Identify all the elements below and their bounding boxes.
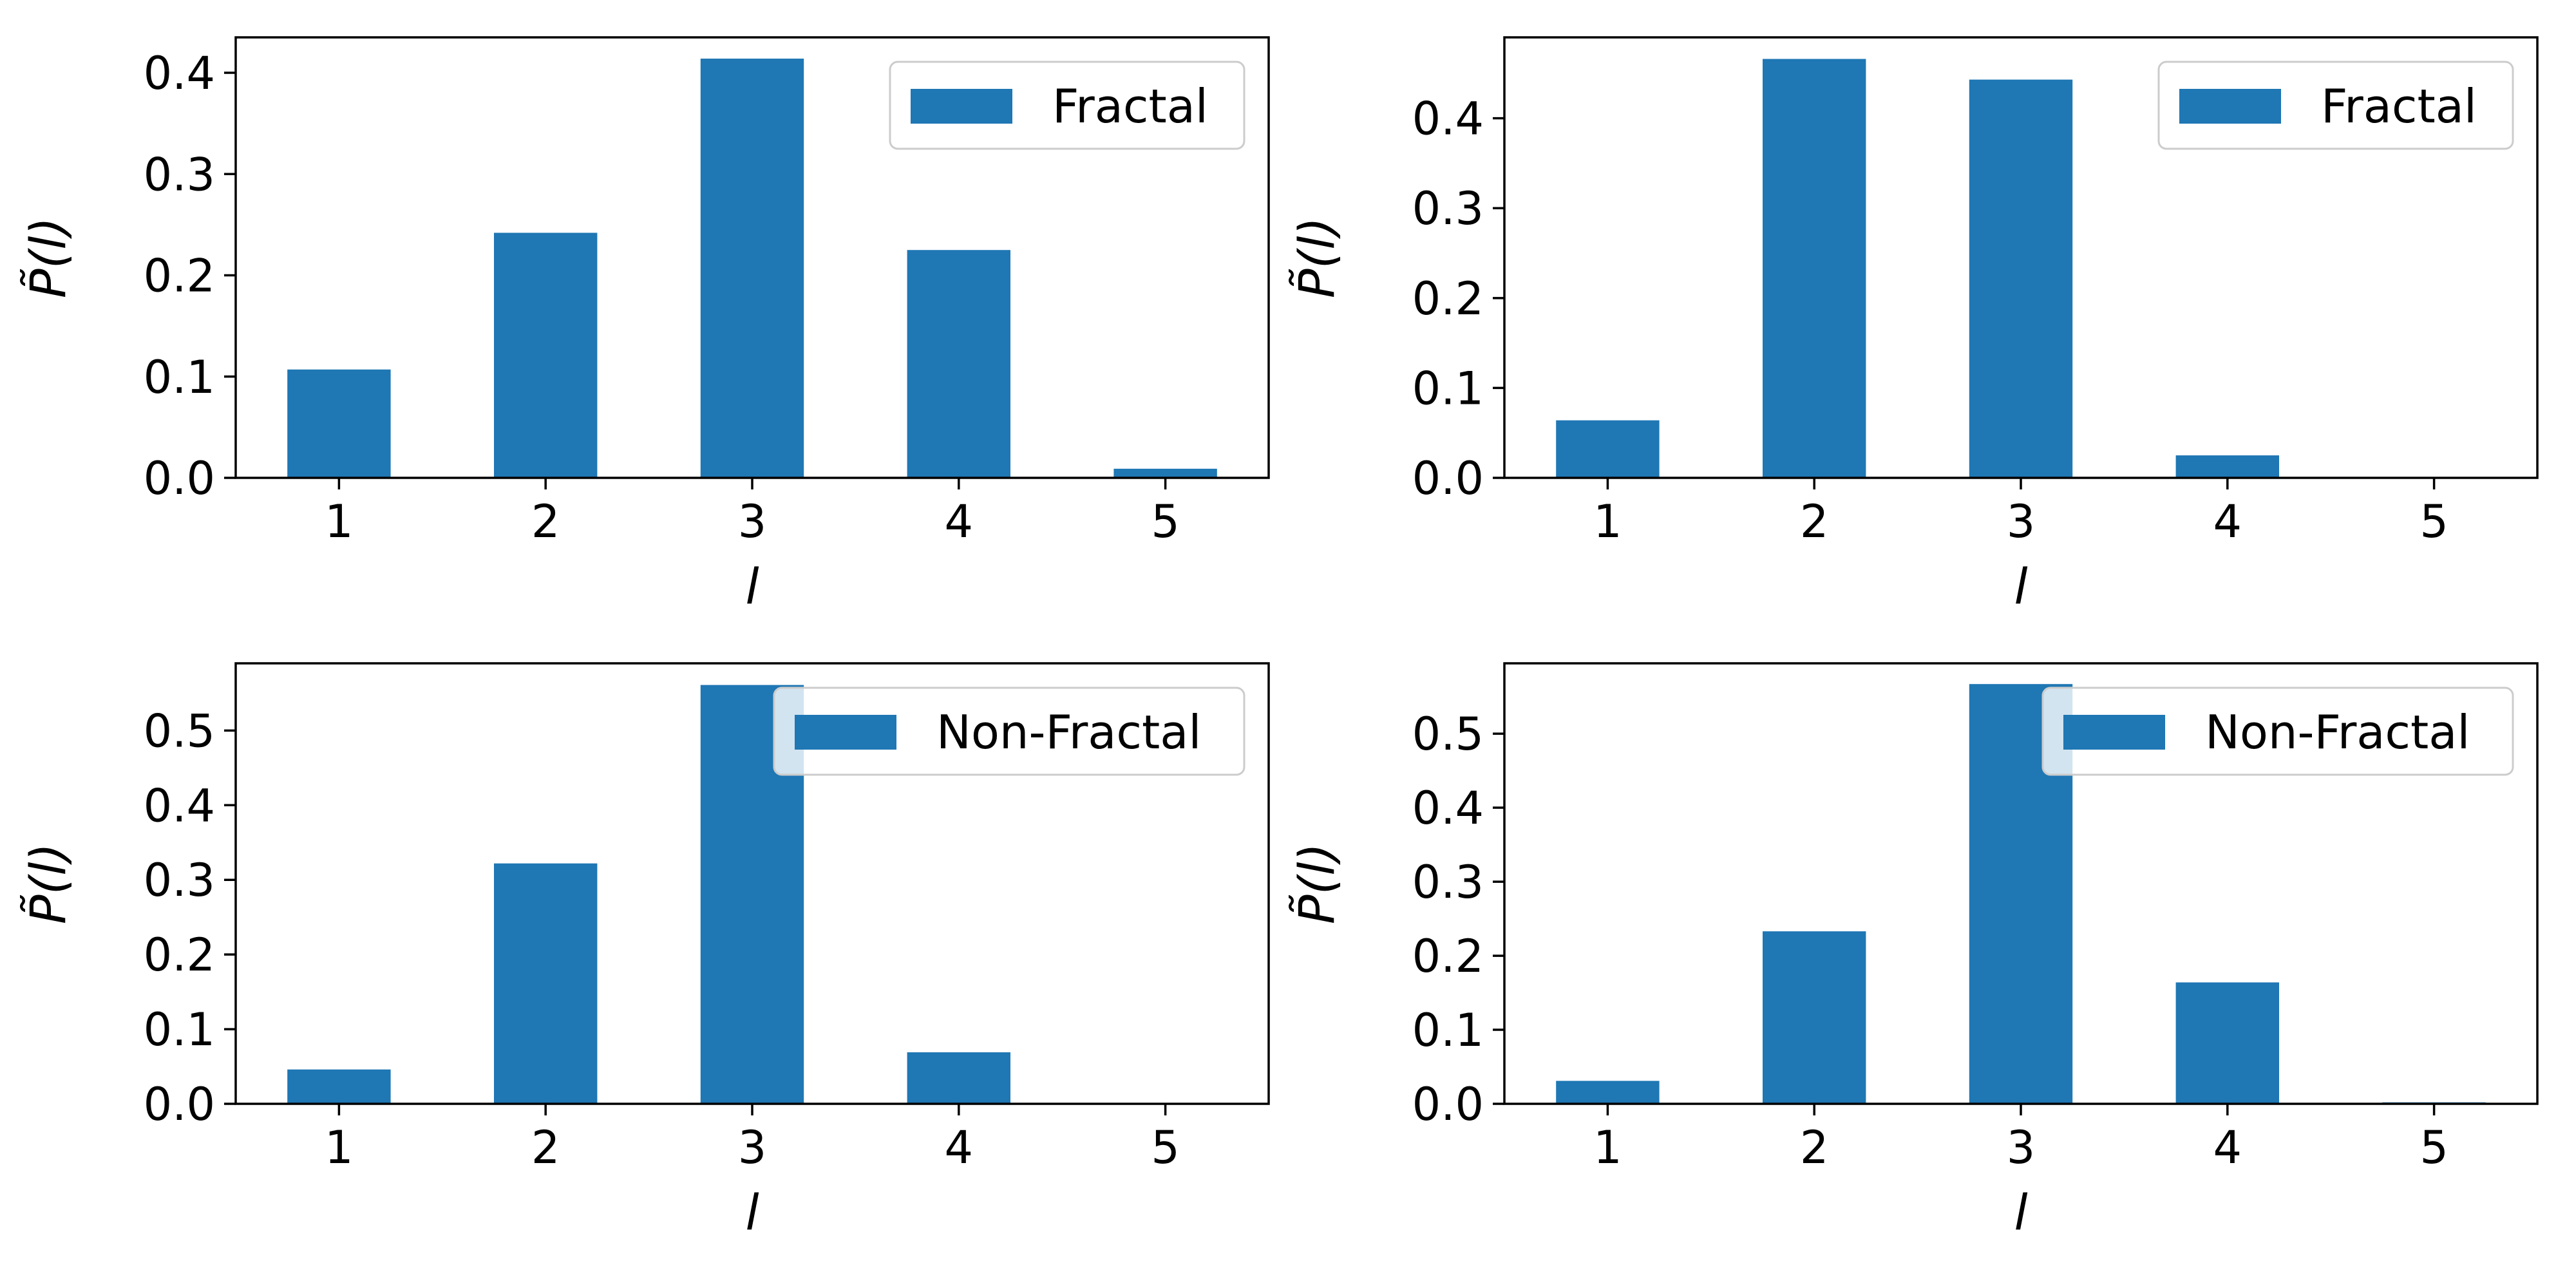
x-tick-label: 4 xyxy=(945,495,974,548)
y-tick-label: 0.1 xyxy=(1412,1004,1484,1057)
legend-label: Fractal xyxy=(1052,79,1208,133)
x-tick-label: 1 xyxy=(325,495,354,548)
y-tick-label: 0.1 xyxy=(1412,362,1484,415)
x-tick-label: 2 xyxy=(1800,495,1829,548)
x-tick-label: 3 xyxy=(2007,495,2036,548)
x-axis-label: l xyxy=(2014,558,2027,615)
bar-3 xyxy=(1969,79,2073,478)
legend-swatch xyxy=(2179,89,2281,124)
y-tick-label: 0.2 xyxy=(1412,930,1484,983)
y-tick-label: 0.3 xyxy=(144,854,215,907)
y-tick-label: 0.0 xyxy=(144,1078,215,1131)
y-tick-label: 0.4 xyxy=(1412,782,1484,835)
legend-label: Non-Fractal xyxy=(2205,705,2470,759)
y-tick-label: 0.3 xyxy=(1412,182,1484,235)
x-tick-label: 1 xyxy=(325,1121,354,1174)
y-tick-label: 0.1 xyxy=(144,351,215,404)
bar-1 xyxy=(287,369,391,478)
legend-box xyxy=(2041,687,2514,776)
x-tick-label: 4 xyxy=(2213,495,2242,548)
y-tick-label: 0.2 xyxy=(144,929,215,981)
bar-4 xyxy=(907,250,1010,478)
legend-swatch xyxy=(2063,715,2165,750)
legend: Non-Fractal xyxy=(2041,687,2514,776)
bar-1 xyxy=(1556,1081,1660,1104)
x-axis-label: l xyxy=(745,1184,759,1241)
x-tick-label: 1 xyxy=(1593,1121,1622,1174)
x-tick-label: 2 xyxy=(1800,1121,1829,1174)
x-tick-label: 5 xyxy=(2420,1121,2448,1174)
bar-1 xyxy=(287,1069,391,1104)
y-axis-label: P̃(l) xyxy=(1288,217,1345,298)
x-tick-label: 4 xyxy=(2213,1121,2242,1174)
legend-label: Non-Fractal xyxy=(936,705,1201,759)
legend: Non-Fractal xyxy=(773,687,1245,776)
x-tick-label: 2 xyxy=(531,495,560,548)
x-tick-label: 5 xyxy=(1151,1121,1180,1174)
x-tick-label: 1 xyxy=(1593,495,1622,548)
y-axis-label: P̃(l) xyxy=(19,217,77,298)
x-tick-label: 5 xyxy=(1151,495,1180,548)
legend-label: Fractal xyxy=(2321,79,2477,133)
y-tick-label: 0.2 xyxy=(144,250,215,303)
x-axis-label: l xyxy=(745,558,759,615)
x-tick-label: 3 xyxy=(2007,1121,2036,1174)
y-tick-label: 0.0 xyxy=(1412,452,1484,505)
bar-3 xyxy=(700,59,804,478)
y-axis-label: P̃(l) xyxy=(19,843,77,924)
y-tick-label: 0.0 xyxy=(1412,1078,1484,1131)
chart-panel-4: 1 2 3 4 5 0.0 0.1 0.2 0.3 0.4 0.5 l P̃(l) Non-Fractal xyxy=(1288,662,2539,1241)
bar-4 xyxy=(2175,455,2279,478)
x-tick-label: 4 xyxy=(945,1121,974,1174)
bar-5 xyxy=(1113,468,1217,478)
x-tick-label: 2 xyxy=(531,1121,560,1174)
y-tick-label: 0.3 xyxy=(1412,856,1484,909)
y-tick-label: 0.4 xyxy=(1412,93,1484,146)
y-tick-label: 0.0 xyxy=(144,452,215,505)
chart-panel-3: 1 2 3 4 5 0.0 0.1 0.2 0.3 0.4 0.5 l P̃(l) Non-Fractal xyxy=(19,662,1270,1241)
y-tick-label: 0.1 xyxy=(144,1003,215,1056)
bar-2 xyxy=(1763,931,1866,1104)
y-tick-label: 0.5 xyxy=(144,705,215,757)
bar-4 xyxy=(2175,982,2279,1104)
bar-2 xyxy=(494,863,598,1104)
legend: Fractal xyxy=(889,61,1245,150)
bar-1 xyxy=(1556,420,1660,478)
x-tick-label: 5 xyxy=(2420,495,2448,548)
y-tick-label: 0.4 xyxy=(144,779,215,832)
legend-box xyxy=(889,61,1245,150)
chart-panel-2: 1 2 3 4 5 0.0 0.1 0.2 0.3 0.4 l P̃(l) Fractal xyxy=(1288,36,2539,615)
y-axis-label: P̃(l) xyxy=(1288,843,1345,924)
legend-box xyxy=(773,687,1245,776)
x-axis-label: l xyxy=(2014,1184,2027,1241)
x-tick-label: 3 xyxy=(738,495,767,548)
y-tick-label: 0.4 xyxy=(144,47,215,100)
bar-4 xyxy=(907,1052,1010,1104)
y-tick-label: 0.3 xyxy=(144,148,215,201)
y-tick-label: 0.5 xyxy=(1412,708,1484,761)
chart-panel-1: 1 2 3 4 5 0.0 0.1 0.2 0.3 0.4 l P̃(l) Fractal xyxy=(19,36,1270,615)
legend: Fractal xyxy=(2157,61,2514,150)
legend-box xyxy=(2157,61,2514,150)
y-tick-label: 0.2 xyxy=(1412,272,1484,325)
bar-2 xyxy=(494,232,598,478)
legend-swatch xyxy=(911,89,1012,124)
x-tick-label: 3 xyxy=(738,1121,767,1174)
legend-swatch xyxy=(795,715,896,750)
bar-2 xyxy=(1763,59,1866,478)
